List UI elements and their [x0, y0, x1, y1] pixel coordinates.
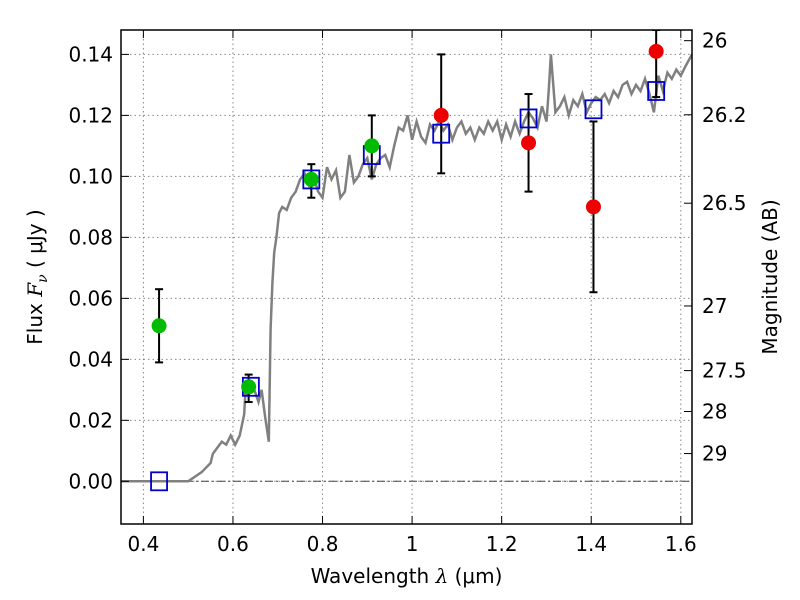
model-photometry-square: [519, 108, 538, 129]
x-tick-label: 1.6: [665, 532, 697, 556]
y-tick-label: 0.04: [68, 347, 113, 371]
magnitude-tick-label: 28: [702, 399, 727, 423]
y-axis-label: Flux Fν ( μJy ): [23, 209, 51, 344]
y-tick-label: 0.12: [68, 103, 113, 127]
green-data-point: [303, 171, 319, 187]
x-tick-label: 1.4: [575, 532, 607, 556]
magnitude-tick-label: 27.5: [702, 359, 747, 383]
y-tick-label: 0.14: [68, 42, 113, 66]
model-photometry-square: [432, 123, 451, 144]
green-data-point: [241, 379, 257, 395]
y-tick-label: 0.06: [68, 286, 113, 310]
x-tick-label: 1: [406, 532, 419, 556]
green-data-point: [364, 138, 380, 154]
x-axis-label: Wavelength λ (μm): [311, 564, 503, 588]
magnitude-tick-label: 27: [702, 294, 727, 318]
magnitude-axis-label: Magnitude (AB): [758, 199, 782, 354]
magnitude-tick-label: 26: [702, 29, 727, 53]
y-tick-label: 0.00: [68, 469, 113, 493]
x-tick-label: 0.6: [217, 532, 249, 556]
magnitude-tick-label: 26.5: [702, 191, 747, 215]
y-tick-label: 0.10: [68, 164, 113, 188]
model-spectrum-line: [121, 53, 692, 483]
y-tick-label: 0.02: [68, 408, 113, 432]
x-tick-label: 1.2: [486, 532, 518, 556]
grid: [121, 30, 692, 524]
x-tick-label: 0.4: [127, 532, 159, 556]
plot-frame: [120, 29, 693, 525]
model-photometry-square: [150, 471, 168, 492]
green-data-point: [151, 318, 167, 334]
model-photometry-square: [584, 99, 603, 120]
plot-area: [121, 30, 692, 492]
errorbars: [155, 30, 661, 404]
red-data-point: [585, 199, 601, 215]
data-points: [150, 43, 666, 492]
y-tick-label: 0.08: [68, 225, 113, 249]
x-tick-label: 0.8: [307, 532, 339, 556]
magnitude-tick-label: 26.2: [702, 103, 747, 127]
red-data-point: [521, 135, 537, 151]
model-photometry-square: [302, 169, 321, 190]
magnitude-tick-label: 29: [702, 442, 727, 466]
axis-ticks: 0.4 0.6 0.8 1 1.2 1.4 1.6 0.00 0.02 0.04 0.06 0.08 0…: [68, 29, 746, 556]
red-data-point: [433, 107, 449, 123]
red-data-point: [648, 43, 664, 59]
model-photometry-square: [647, 81, 666, 101]
